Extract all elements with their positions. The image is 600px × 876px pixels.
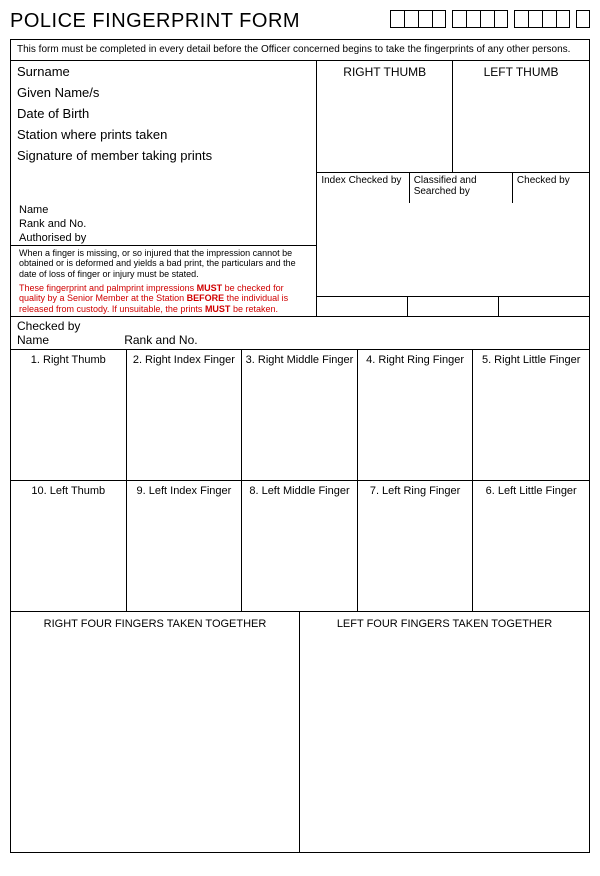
- finger-cell: 8. Left Middle Finger: [242, 481, 358, 611]
- field-signature: Signature of member taking prints: [11, 145, 316, 166]
- code-box: [404, 10, 418, 28]
- left-thumb-box: LEFT THUMB: [453, 61, 589, 172]
- code-box: [576, 10, 590, 28]
- classified-searched-by: Classified and Searched by: [410, 173, 513, 203]
- index-checked-by: Index Checked by: [317, 173, 409, 203]
- code-box: [432, 10, 446, 28]
- form-title: POLICE FINGERPRINT FORM: [10, 10, 300, 33]
- finger-cell: 2. Right Index Finger: [127, 350, 243, 480]
- right-hand-fingers-row: 1. Right Thumb2. Right Index Finger3. Ri…: [11, 349, 589, 480]
- code-boxes: [390, 10, 590, 28]
- missing-finger-note: When a finger is missing, or so injured …: [11, 246, 316, 281]
- code-box: [556, 10, 570, 28]
- finger-cell: 5. Right Little Finger: [473, 350, 589, 480]
- meta-authorised: Authorised by: [11, 231, 316, 245]
- finger-cell: 7. Left Ring Finger: [358, 481, 474, 611]
- checked-by-name: Name: [11, 333, 118, 349]
- finger-cell: 3. Right Middle Finger: [242, 350, 358, 480]
- finger-cell: 6. Left Little Finger: [473, 481, 589, 611]
- meta-name: Name: [11, 203, 316, 217]
- right-four-fingers-box: RIGHT FOUR FINGERS TAKEN TOGETHER: [11, 612, 300, 852]
- code-box: [452, 10, 466, 28]
- code-box: [418, 10, 432, 28]
- checked-by-cell: Checked by: [513, 173, 589, 203]
- code-box: [542, 10, 556, 28]
- code-box: [466, 10, 480, 28]
- small-grid-row: [317, 296, 589, 316]
- checked-by-row: Checked by Name Rank and No.: [11, 316, 589, 349]
- form-body: This form must be completed in every det…: [10, 39, 590, 853]
- code-box: [528, 10, 542, 28]
- field-dob: Date of Birth: [11, 103, 316, 124]
- identity-fields: Surname Given Name/s Date of Birth Stati…: [11, 61, 317, 203]
- field-surname: Surname: [11, 61, 316, 82]
- code-box: [480, 10, 494, 28]
- checked-by-rank: Rank and No.: [118, 333, 203, 349]
- checked-by-label: Checked by: [11, 317, 317, 333]
- code-box: [390, 10, 404, 28]
- finger-cell: 4. Right Ring Finger: [358, 350, 474, 480]
- finger-cell: 1. Right Thumb: [11, 350, 127, 480]
- code-box: [494, 10, 508, 28]
- field-station: Station where prints taken: [11, 124, 316, 145]
- right-thumb-box: RIGHT THUMB: [317, 61, 453, 172]
- meta-rank: Rank and No.: [11, 217, 316, 231]
- code-box: [514, 10, 528, 28]
- instruction-text: This form must be completed in every det…: [11, 40, 589, 61]
- left-four-fingers-box: LEFT FOUR FINGERS TAKEN TOGETHER: [300, 612, 589, 852]
- quality-warning-note: These fingerprint and palmprint impressi…: [11, 281, 316, 316]
- finger-cell: 9. Left Index Finger: [127, 481, 243, 611]
- field-given-names: Given Name/s: [11, 82, 316, 103]
- finger-cell: 10. Left Thumb: [11, 481, 127, 611]
- left-hand-fingers-row: 10. Left Thumb9. Left Index Finger8. Lef…: [11, 480, 589, 611]
